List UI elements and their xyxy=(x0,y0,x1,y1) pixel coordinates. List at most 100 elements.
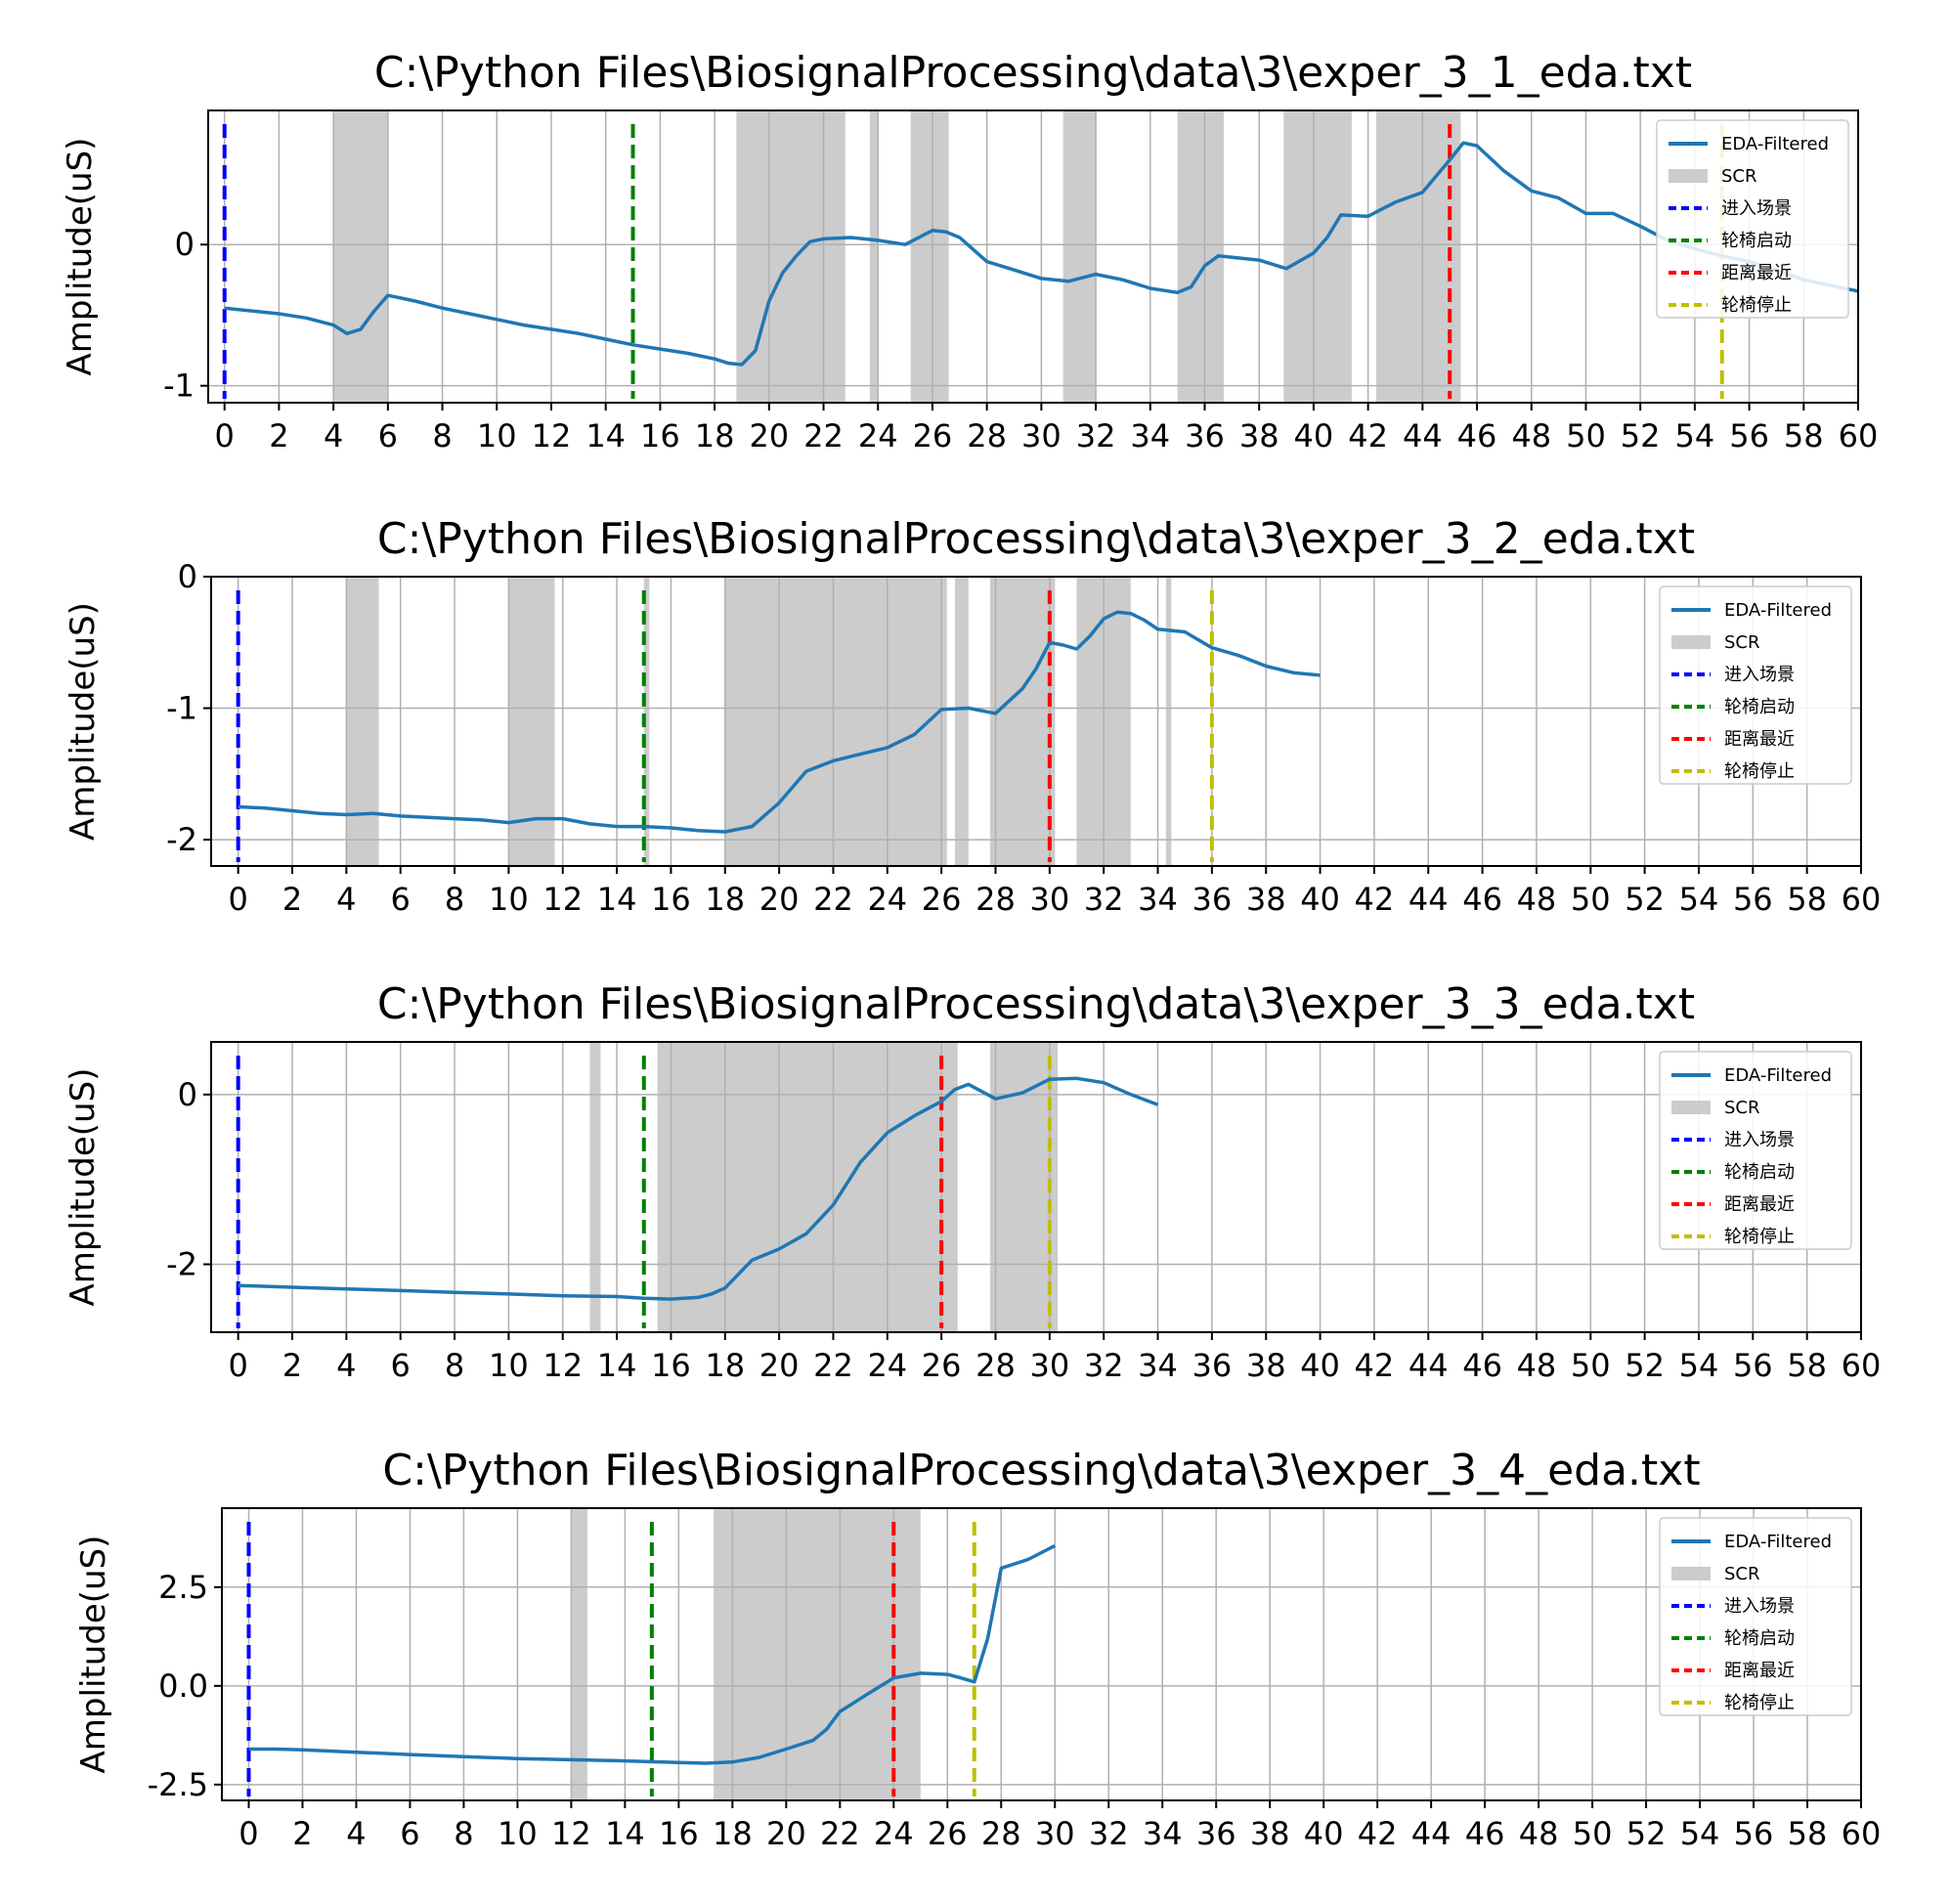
x-tick-label: 6 xyxy=(391,881,411,918)
x-tick-label: 16 xyxy=(659,1815,699,1852)
x-tick-label: 24 xyxy=(867,881,907,918)
x-tick-label: 18 xyxy=(695,417,735,454)
x-tick-label: 38 xyxy=(1239,417,1279,454)
y-tick-label: -1 xyxy=(163,368,195,405)
x-tick-label: 44 xyxy=(1409,881,1449,918)
x-tick-label: 2 xyxy=(269,417,288,454)
x-tick-label: 36 xyxy=(1192,1347,1233,1384)
legend-label: 轮椅启动 xyxy=(1724,697,1795,717)
x-tick-label: 48 xyxy=(1511,417,1551,454)
y-tick-label: 2.5 xyxy=(158,1569,208,1606)
x-tick-label: 30 xyxy=(1035,1815,1075,1852)
legend-label: 轮椅停止 xyxy=(1721,295,1792,316)
x-tick-label: 52 xyxy=(1626,1815,1667,1852)
legend-label: EDA-Filtered xyxy=(1721,134,1829,154)
x-tick-label: 40 xyxy=(1300,1347,1340,1384)
x-tick-label: 58 xyxy=(1787,1347,1827,1384)
x-tick-label: 56 xyxy=(1734,1815,1774,1852)
x-tick-label: 0 xyxy=(238,1815,258,1852)
scr-region xyxy=(346,577,379,866)
x-tick-label: 30 xyxy=(1029,1347,1069,1384)
scr-region xyxy=(989,1042,1059,1332)
y-tick-label: -2 xyxy=(166,1246,197,1283)
x-tick-label: 14 xyxy=(585,417,626,454)
legend-label: EDA-Filtered xyxy=(1724,1532,1832,1552)
x-tick-label: 58 xyxy=(1788,1815,1828,1852)
x-tick-label: 38 xyxy=(1246,881,1286,918)
legend-marker-scr xyxy=(1671,635,1711,649)
x-tick-label: 20 xyxy=(749,417,789,454)
x-tick-label: 54 xyxy=(1679,881,1719,918)
x-tick-label: 58 xyxy=(1787,881,1827,918)
legend-label: 距离最近 xyxy=(1724,1661,1795,1681)
x-tick-label: 2 xyxy=(292,1815,312,1852)
x-tick-label: 18 xyxy=(713,1815,753,1852)
plot-frame xyxy=(210,576,1862,867)
x-tick-label: 12 xyxy=(542,881,583,918)
x-tick-label: 56 xyxy=(1733,1347,1773,1384)
x-tick-label: 14 xyxy=(605,1815,645,1852)
subplot-1: C:\Python Files\BiosignalProcessing\data… xyxy=(61,48,1878,454)
x-tick-label: 46 xyxy=(1462,1347,1502,1384)
x-tick-label: 30 xyxy=(1021,417,1062,454)
x-tick-label: 30 xyxy=(1029,881,1069,918)
y-axis-label: Amplitude(uS) xyxy=(64,602,103,841)
x-tick-label: 28 xyxy=(976,881,1016,918)
x-tick-label: 42 xyxy=(1355,1347,1395,1384)
x-tick-label: 2 xyxy=(282,1347,302,1384)
legend-label: 进入场景 xyxy=(1724,1130,1795,1150)
x-tick-label: 28 xyxy=(981,1815,1021,1852)
x-tick-label: 10 xyxy=(477,417,517,454)
x-tick-label: 40 xyxy=(1300,881,1340,918)
scr-region xyxy=(910,110,949,403)
x-tick-label: 22 xyxy=(813,1347,853,1384)
subplot-3: C:\Python Files\BiosignalProcessing\data… xyxy=(64,979,1881,1384)
scr-region xyxy=(989,577,1056,866)
x-tick-label: 40 xyxy=(1304,1815,1344,1852)
x-tick-label: 50 xyxy=(1566,417,1606,454)
x-tick-label: 54 xyxy=(1675,417,1715,454)
x-tick-label: 46 xyxy=(1457,417,1497,454)
x-tick-label: 28 xyxy=(976,1347,1016,1384)
x-tick-label: 26 xyxy=(928,1815,968,1852)
legend-label: 距离最近 xyxy=(1721,263,1792,283)
x-tick-label: 4 xyxy=(346,1815,366,1852)
x-tick-label: 10 xyxy=(498,1815,538,1852)
x-tick-label: 8 xyxy=(432,417,452,454)
x-tick-label: 56 xyxy=(1733,881,1773,918)
x-tick-label: 56 xyxy=(1729,417,1769,454)
x-tick-label: 18 xyxy=(705,1347,745,1384)
x-tick-label: 2 xyxy=(282,881,302,918)
y-axis-label: Amplitude(uS) xyxy=(61,138,100,376)
plot-frame xyxy=(221,1507,1862,1801)
x-tick-label: 14 xyxy=(597,881,637,918)
legend-label: SCR xyxy=(1724,1098,1760,1118)
legend-label: SCR xyxy=(1721,166,1757,187)
series-line xyxy=(238,1076,1159,1301)
x-tick-label: 60 xyxy=(1842,881,1882,918)
y-tick-label: -1 xyxy=(166,690,197,727)
x-tick-label: 8 xyxy=(445,881,464,918)
x-tick-label: 42 xyxy=(1355,881,1395,918)
x-tick-label: 0 xyxy=(228,1347,247,1384)
y-axis-label: Amplitude(uS) xyxy=(74,1536,113,1774)
x-tick-label: 26 xyxy=(913,417,953,454)
x-tick-label: 48 xyxy=(1517,881,1557,918)
legend-label: EDA-Filtered xyxy=(1724,600,1832,621)
series-line xyxy=(248,1543,1057,1765)
scr-region xyxy=(954,577,969,866)
x-tick-label: 18 xyxy=(705,881,745,918)
x-tick-label: 42 xyxy=(1358,1815,1398,1852)
legend-marker-scr xyxy=(1669,169,1708,183)
legend-label: 进入场景 xyxy=(1724,665,1795,685)
x-tick-label: 22 xyxy=(813,881,853,918)
legend-label: 轮椅停止 xyxy=(1724,761,1795,782)
x-tick-label: 16 xyxy=(651,881,691,918)
y-tick-label: 0 xyxy=(175,226,195,263)
legend-label: SCR xyxy=(1724,632,1760,653)
x-tick-label: 4 xyxy=(336,881,356,918)
x-tick-label: 6 xyxy=(400,1815,419,1852)
